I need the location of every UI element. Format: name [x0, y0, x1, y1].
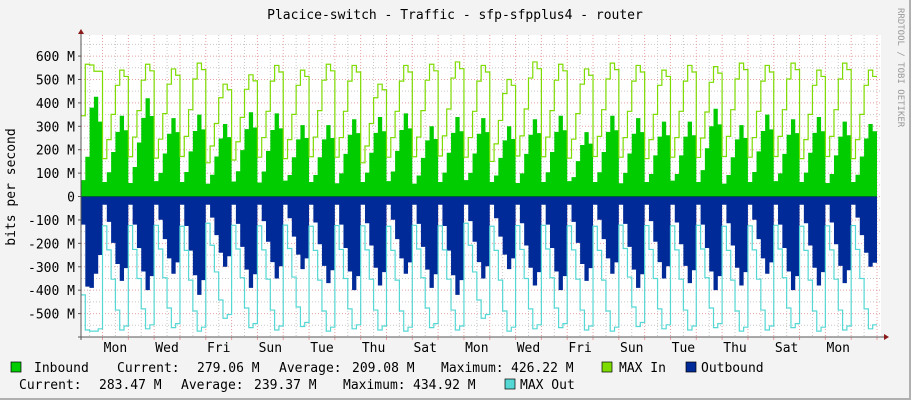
y-axis-arrow-icon	[78, 29, 84, 34]
y-tick-label: -300 M	[28, 261, 75, 276]
outbound-area	[81, 196, 877, 295]
legend-swatch-max-out	[504, 378, 516, 390]
legend-swatch-outbound	[685, 361, 697, 373]
x-tick-label: Fri	[207, 341, 230, 356]
x-tick-label: Wed	[517, 341, 540, 356]
legend-inbound-current-label: Current:	[117, 361, 180, 376]
y-tick-label: -100 M	[28, 214, 75, 229]
y-axis-label: bits per second	[4, 128, 19, 245]
x-tick-label: Mon	[465, 341, 488, 356]
x-tick-label: Sat	[775, 341, 798, 356]
legend-outbound-current-label: Current:	[19, 378, 82, 393]
legend-outbound-average: 239.37 M	[254, 378, 317, 393]
x-axis-arrow-icon	[884, 334, 889, 340]
x-tick-label: Tue	[672, 341, 696, 356]
watermark: RRDTOOL / TOBI OETIKER	[895, 8, 905, 128]
chart-title: Placice-switch - Traffic - sfp-sfpplus4 …	[267, 8, 643, 23]
legend-inbound-average-label: Average:	[279, 361, 342, 376]
legend-outbound-current: 283.47 M	[99, 378, 162, 393]
legend-max-out-label: MAX Out	[520, 378, 575, 393]
x-tick-label: Sun	[259, 341, 282, 356]
x-tick-label: Thu	[723, 341, 746, 356]
y-tick-label: -500 M	[28, 308, 75, 323]
legend-inbound-average: 209.08 M	[352, 361, 415, 376]
y-tick-label: 600 M	[36, 50, 75, 65]
legend-inbound-maximum-label: Maximum:	[441, 361, 504, 376]
legend-outbound-label: Outbound	[701, 361, 764, 376]
axes	[78, 29, 889, 340]
y-tick-label: -400 M	[28, 284, 75, 299]
y-tick-label: 300 M	[36, 120, 75, 135]
x-tick-label: Sat	[413, 341, 436, 356]
max-in-line	[81, 61, 877, 164]
legend-swatch-inbound	[10, 361, 22, 373]
x-tick-label: Sun	[620, 341, 643, 356]
y-tick-label: 0	[67, 191, 75, 206]
x-tick-label: Tue	[310, 341, 334, 356]
y-tick-label: 400 M	[36, 97, 75, 112]
legend-outbound-maximum: 434.92 M	[413, 378, 476, 393]
legend-inbound-label: Inbound	[34, 361, 89, 376]
x-tick-label: Wed	[155, 341, 178, 356]
x-tick-label: Mon	[827, 341, 850, 356]
x-tick-label: Thu	[362, 341, 385, 356]
y-tick-label: -200 M	[28, 237, 75, 252]
legend-inbound-current: 279.06 M	[197, 361, 260, 376]
legend-max-in-label: MAX In	[619, 361, 666, 376]
legend-outbound-average-label: Average:	[181, 378, 244, 393]
y-tick-label: 200 M	[36, 144, 75, 159]
y-tick-label: 500 M	[36, 73, 75, 88]
y-tick-label: 100 M	[36, 167, 75, 182]
legend-swatch-max-in	[601, 361, 613, 373]
x-tick-label: Mon	[104, 341, 127, 356]
x-tick-label: Fri	[568, 341, 591, 356]
series-group	[81, 61, 877, 332]
inbound-area	[81, 96, 877, 197]
legend-outbound-maximum-label: Maximum:	[343, 378, 406, 393]
max-out-line	[81, 222, 877, 332]
legend-inbound-maximum: 426.22 M	[511, 361, 574, 376]
tick-labels: -500 M -400 M -300 M -200 M -100 M 0 100 M 200 …	[28, 50, 878, 356]
